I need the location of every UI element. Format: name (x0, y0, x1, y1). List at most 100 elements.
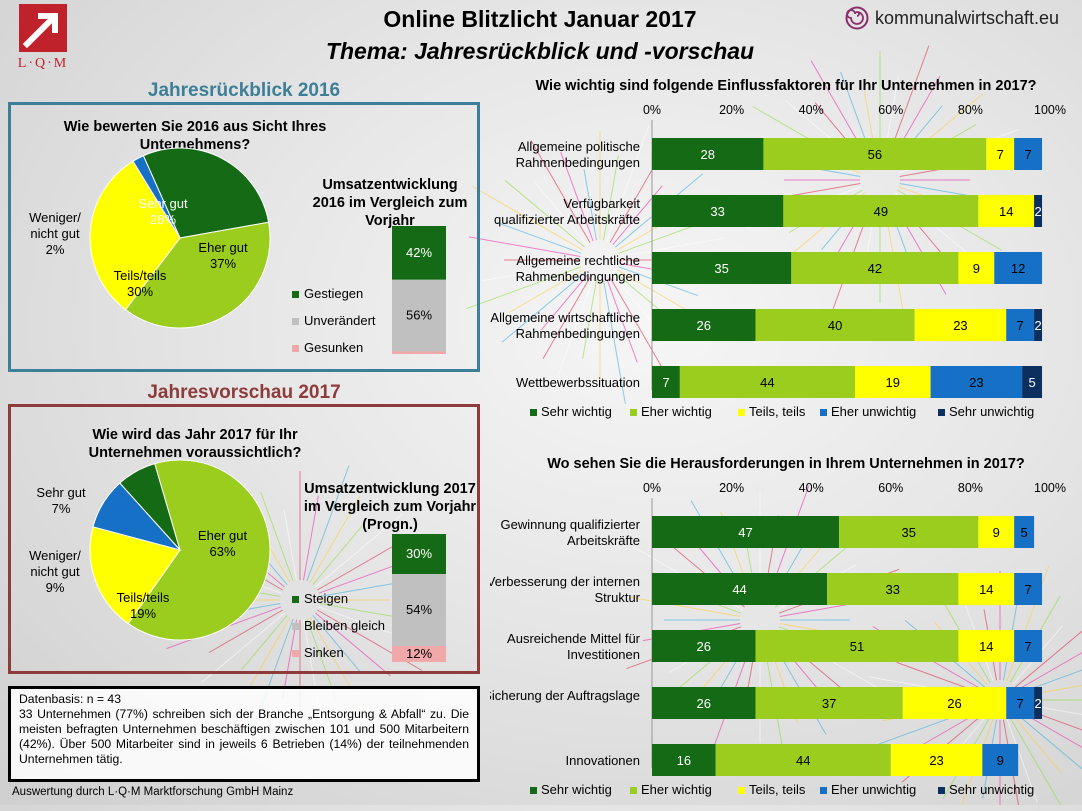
bar-segment-eher-wichtig (715, 744, 891, 776)
bar-value-label: 5 (1028, 375, 1035, 390)
bar-value-label: 35 (714, 261, 728, 276)
legend-swatch (938, 409, 945, 416)
bar-segment-steigen (392, 534, 446, 574)
pie-label-eher-gut: Eher gut 63% (185, 528, 260, 560)
bar-value-label: 2 (1034, 696, 1041, 711)
bar-segment-eher-wichtig (679, 366, 855, 398)
legend-label-teils-teils: Teils, teils (749, 782, 806, 797)
bar-segment-teils-teils (986, 138, 1015, 170)
pie-slice-weniger-nicht-gut (92, 482, 182, 551)
legend-label-sehr-wichtig: Sehr wichtig (541, 782, 612, 797)
bar-value-label: 9 (993, 525, 1000, 540)
pie-label-value: 63% (209, 544, 236, 559)
stacked-bar-2017: 30% 54% 12% (392, 534, 446, 662)
bar-segment-bleiben-gleich (392, 574, 446, 646)
legend-item-unverändert: Unverändert (292, 313, 376, 328)
bar-value-label: 35 (901, 525, 915, 540)
pie-slice-weniger-nicht-gut (132, 155, 181, 239)
data-basis-note: Datenbasis: n = 43 33 Unternehmen (77%) … (8, 686, 480, 782)
legend-swatch (820, 409, 827, 416)
bar-segment-sehr-unwichtig (1034, 309, 1043, 341)
pie-label-weniger-nicht-gut: Weniger/ nicht gut 2% (16, 210, 94, 258)
bar-segment-teils-teils (958, 252, 995, 284)
bar-value-label: 49 (874, 204, 888, 219)
vorschau-section-title: Jahresvorschau 2017 (147, 382, 341, 403)
axis-tick-label: 20% (719, 103, 744, 117)
legend-swatch (292, 345, 299, 353)
herausforderungen-chart: 0% 20% 40% 60% 80% 100% Gewinnung qualifiziert… (490, 481, 1066, 797)
bar-value-label: 12 (1011, 261, 1025, 276)
bar-value-label: 9 (973, 261, 980, 276)
bar-value-label: 7 (997, 147, 1004, 162)
axis-tick-label: 80% (958, 103, 983, 117)
legend-label-eher-unwichtig: Eher unwichtig (831, 782, 916, 797)
pie-slice-teils-teils (89, 526, 181, 625)
bar-value-label: 40 (828, 318, 842, 333)
pie-label-value: 30% (126, 284, 154, 299)
brand: kommunalwirtschaft.eu (845, 6, 1075, 30)
bar-value-label: 51 (850, 639, 864, 654)
bar-value-label: 26 (697, 696, 711, 711)
pie-label-name: Sehr gut (138, 196, 188, 211)
bar-value-label: 42 (868, 261, 882, 276)
pie-slice-sehr-gut (142, 147, 270, 239)
bar-value-label: 2 (1034, 204, 1041, 219)
rueckblick-section-title: Jahresrückblick 2016 (147, 80, 341, 101)
category-label: Gewinnung qualifizierter Arbeitskräfte (501, 517, 641, 548)
bar-segment-eher-wichtig (839, 516, 979, 548)
bar-value-label: 33 (710, 204, 724, 219)
bar-segment-eher-wichtig (763, 138, 987, 170)
bar-value-label: 14 (999, 204, 1013, 219)
legend-swatch (820, 787, 827, 794)
bar-segment-eher-wichtig (827, 573, 959, 605)
bar-segment-sehr-unwichtig (1034, 195, 1043, 227)
bar-value-label: 7 (1017, 696, 1024, 711)
legend-swatch (738, 787, 745, 794)
bar-segment-teils-teils (854, 366, 931, 398)
bar-segment-eher-unwichtig (1006, 309, 1035, 341)
axis-tick-label: 100% (1034, 103, 1066, 117)
legend-swatch (292, 291, 299, 299)
bar-segment-eher-unwichtig (1014, 630, 1043, 662)
bar-value-label: 12% (406, 646, 432, 661)
stacked-bar-2016: 42% 56% (392, 226, 446, 354)
bar-segment-teils-teils (978, 195, 1035, 227)
pie-label-teils-teils: Teils/teils 30% (105, 268, 175, 300)
bar-value-label: 19 (886, 375, 900, 390)
category-label: Wettbewerbssituation (516, 375, 640, 390)
bar-segment-sehr-unwichtig (1022, 366, 1043, 398)
bar-value-label: 54% (406, 602, 432, 617)
legend-item-sinken: Sinken (292, 645, 344, 660)
category-label: Ausreichende Mittel für Investitionen (507, 631, 641, 662)
bar-segment-eher-unwichtig (1014, 516, 1035, 548)
lqm-logo-mark (19, 4, 67, 52)
axis-tick-label: 40% (799, 103, 824, 117)
legend-label: Sinken (304, 645, 344, 660)
bar-value-label: 44 (732, 582, 746, 597)
bar-value-label: 7 (1024, 147, 1031, 162)
legend-item-gestiegen: Gestiegen (292, 286, 363, 301)
bar-segment-sehr-wichtig (652, 366, 680, 398)
brand-text: kommunalwirtschaft.eu (875, 8, 1060, 28)
legend-swatch (738, 409, 745, 416)
pie-label-value: 37% (209, 256, 237, 271)
pie-label-value: 2% (45, 242, 65, 257)
legend-swatch (292, 318, 299, 326)
axis-tick-label: 100% (1034, 481, 1066, 495)
bar-value-label: 26 (697, 318, 711, 333)
bar-segment-teils-teils (958, 573, 1015, 605)
bar-segment-eher-wichtig (783, 195, 979, 227)
bar-segment-sehr-wichtig (652, 687, 756, 719)
pie-label-value: 28% (149, 212, 177, 227)
legend-label-sehr-unwichtig: Sehr unwichtig (949, 782, 1034, 797)
legend-label-sehr-wichtig: Sehr wichtig (541, 404, 612, 419)
legend-swatch (530, 787, 537, 794)
legend-label: Steigen (304, 591, 349, 606)
pie-label-name: Sehr gut (36, 485, 86, 500)
category-label: Allgemeine rechtliche Rahmenbedingungen (516, 253, 640, 284)
legend-swatch (292, 596, 299, 604)
bar-segment-eher-unwichtig (1014, 573, 1043, 605)
category-label: Verfügbarkeit qualifizierter Arbeitskräft… (494, 196, 640, 227)
bar-segment-sehr-wichtig (652, 573, 828, 605)
legend-label: Bleiben gleich (304, 618, 385, 633)
